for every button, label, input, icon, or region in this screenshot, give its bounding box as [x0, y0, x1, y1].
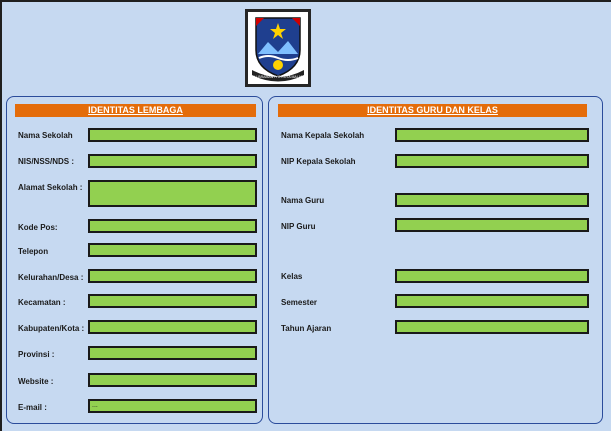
alamat-sekolah-input[interactable]: [88, 180, 257, 207]
institution-identity-header: IDENTITAS LEMBAGA: [15, 104, 256, 117]
field-label-kelurahan-desa: Kelurahan/Desa :: [18, 273, 84, 282]
field-label-kode-pos: Kode Pos:: [18, 223, 58, 232]
field-label-kecamatan: Kecamatan :: [18, 298, 66, 307]
field-label-kelas: Kelas: [281, 272, 303, 281]
provinsi-input[interactable]: [88, 346, 257, 360]
nama-guru-input[interactable]: [395, 193, 589, 207]
nip-kepala-sekolah-input[interactable]: [395, 154, 589, 168]
website-input[interactable]: [88, 373, 257, 387]
teacher-class-identity-panel: IDENTITAS GURU DAN KELAS Nama Kepala Sek…: [268, 96, 603, 424]
field-label-semester: Semester: [281, 298, 318, 307]
kode-pos-input[interactable]: [88, 219, 257, 233]
field-label-provinsi: Provinsi :: [18, 350, 55, 359]
semester-input[interactable]: [395, 294, 589, 308]
email-input[interactable]: ...: [88, 399, 257, 413]
institution-identity-panel: IDENTITAS LEMBAGA Nama Sekolah NIS/NSS/N…: [6, 96, 263, 424]
window-top-border: [0, 0, 611, 2]
field-label-kabupaten-kota: Kabupaten/Kota :: [18, 324, 85, 333]
field-label-email: E-mail :: [18, 403, 47, 412]
emblem-logo: BALI BRAMANTYO KOTA MALANG: [245, 9, 311, 87]
field-label-nama-guru: Nama Guru: [281, 196, 325, 205]
nama-kepala-sekolah-input[interactable]: [395, 128, 589, 142]
kabupaten-kota-input[interactable]: [88, 320, 257, 334]
logo-motto: BALI BRAMANTYO KOTA MALANG: [250, 75, 307, 79]
field-label-nis: NIS/NSS/NDS :: [18, 157, 75, 166]
field-label-alamat-sekolah: Alamat Sekolah :: [18, 183, 83, 192]
field-label-nama-sekolah: Nama Sekolah: [18, 131, 73, 140]
nip-guru-input[interactable]: [395, 218, 589, 232]
field-label-telepon: Telepon: [18, 247, 49, 256]
teacher-class-identity-header: IDENTITAS GURU DAN KELAS: [278, 104, 587, 117]
nama-sekolah-input[interactable]: [88, 128, 257, 142]
field-label-website: Website :: [18, 377, 54, 386]
field-label-nip-kepala-sekolah: NIP Kepala Sekolah: [281, 157, 356, 166]
kelurahan-desa-input[interactable]: [88, 269, 257, 283]
kecamatan-input[interactable]: [88, 294, 257, 308]
window-left-border: [0, 0, 2, 431]
field-label-nip-guru: NIP Guru: [281, 222, 316, 231]
field-label-nama-kepala-sekolah: Nama Kepala Sekolah: [281, 131, 365, 140]
tahun-ajaran-input[interactable]: [395, 320, 589, 334]
kelas-input[interactable]: [395, 269, 589, 283]
telepon-input[interactable]: [88, 243, 257, 257]
nis-input[interactable]: [88, 154, 257, 168]
field-label-tahun-ajaran: Tahun Ajaran: [281, 324, 332, 333]
